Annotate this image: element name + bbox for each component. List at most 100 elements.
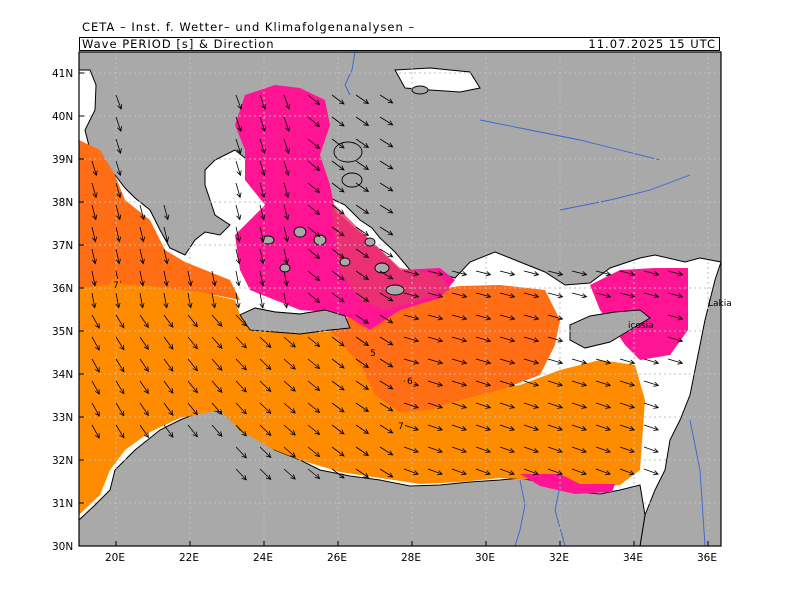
direction-arrow <box>523 402 540 409</box>
direction-arrow <box>355 94 370 105</box>
direction-arrow <box>379 314 394 324</box>
direction-arrow <box>379 94 394 104</box>
direction-arrow <box>211 336 223 349</box>
lat-label-37n: 37N <box>52 240 73 252</box>
lat-label-34n: 34N <box>52 369 73 381</box>
direction-arrow <box>451 358 468 365</box>
direction-arrow <box>355 160 370 171</box>
direction-arrow <box>91 270 97 287</box>
direction-arrow <box>355 314 370 325</box>
direction-arrow <box>427 380 444 387</box>
lon-label-36e: 36E <box>697 552 717 564</box>
direction-arrow <box>379 160 394 170</box>
direction-arrow <box>331 292 345 303</box>
direction-arrow <box>547 336 564 343</box>
direction-arrow <box>547 292 564 299</box>
direction-arrow <box>427 424 444 431</box>
direction-arrow <box>619 358 636 365</box>
direction-arrow <box>307 336 321 348</box>
direction-arrow <box>115 204 122 221</box>
direction-arrow <box>355 270 370 281</box>
direction-arrow <box>259 182 266 199</box>
direction-arrow <box>523 446 539 453</box>
direction-arrow <box>307 380 321 392</box>
direction-arrow <box>595 446 611 453</box>
place-label-lakia: Lakia <box>708 299 732 309</box>
direction-arrow <box>307 160 321 172</box>
direction-arrow <box>235 248 241 265</box>
direction-arrow <box>619 446 635 453</box>
direction-arrow <box>643 358 660 365</box>
direction-arrow <box>235 424 247 437</box>
direction-arrow <box>235 468 247 481</box>
direction-arrow <box>451 270 468 277</box>
direction-arrow <box>331 138 345 149</box>
direction-arrow <box>571 358 588 365</box>
direction-arrow <box>643 424 660 431</box>
direction-arrow <box>211 314 223 327</box>
map-timestamp: 11.07.2025 15 UTC <box>588 37 716 51</box>
direction-arrow <box>259 226 266 243</box>
direction-arrow <box>619 270 636 277</box>
direction-arrow <box>619 380 636 387</box>
direction-arrow <box>283 358 296 370</box>
map-subtitle: Wave PERIOD [s] & Direction <box>82 37 275 51</box>
direction-arrow <box>355 204 370 215</box>
direction-arrow <box>355 248 370 259</box>
lat-label-35n: 35N <box>52 326 73 338</box>
direction-arrow <box>403 336 420 343</box>
direction-arrow <box>259 292 265 309</box>
direction-arrow <box>523 336 540 343</box>
direction-arrow <box>427 446 443 453</box>
direction-arrow <box>115 336 125 351</box>
direction-arrow <box>379 336 394 346</box>
lon-label-34e: 34E <box>623 552 643 564</box>
contour-label-7-west: 7 <box>113 281 119 291</box>
map-frame <box>78 51 722 547</box>
direction-arrow <box>283 446 296 458</box>
direction-arrow <box>523 468 539 476</box>
direction-arrow <box>163 424 174 438</box>
direction-arrow <box>91 248 97 265</box>
direction-arrow <box>259 270 265 287</box>
direction-arrow <box>667 358 684 365</box>
direction-arrow <box>427 358 444 365</box>
direction-arrow <box>571 292 588 299</box>
direction-arrow <box>259 336 272 348</box>
lon-label-20e: 20E <box>105 552 125 564</box>
direction-arrow <box>403 446 419 453</box>
lat-label-39n: 39N <box>52 154 73 166</box>
direction-arrow <box>307 358 321 370</box>
lat-label-38n: 38N <box>52 197 73 209</box>
direction-arrow <box>307 446 321 458</box>
direction-arrow <box>307 402 321 414</box>
direction-arrow <box>91 204 98 221</box>
direction-arrow <box>355 182 370 193</box>
direction-arrow <box>235 94 243 110</box>
direction-arrow <box>451 402 468 409</box>
direction-arrow <box>307 138 321 150</box>
direction-arrow <box>331 380 345 391</box>
direction-arrow <box>547 314 564 321</box>
direction-arrow <box>547 424 564 431</box>
direction-arrow <box>283 116 290 133</box>
direction-arrow <box>403 270 420 277</box>
direction-arrow <box>283 402 296 414</box>
direction-arrow <box>259 204 266 221</box>
direction-arrow <box>211 380 223 393</box>
direction-arrow <box>379 138 394 148</box>
lat-label-41n: 41N <box>52 68 73 80</box>
direction-arrow <box>619 424 636 431</box>
direction-arrow <box>667 336 684 343</box>
direction-arrow <box>91 182 98 199</box>
lat-label-31n: 31N <box>52 498 73 510</box>
direction-arrow <box>331 336 345 347</box>
direction-arrow <box>619 402 636 409</box>
direction-arrow <box>259 160 266 177</box>
direction-arrow <box>331 446 345 457</box>
direction-arrow <box>331 204 345 215</box>
direction-arrow <box>115 314 125 329</box>
direction-arrow <box>523 358 540 365</box>
direction-arrow <box>115 94 123 110</box>
direction-arrow <box>331 468 345 479</box>
